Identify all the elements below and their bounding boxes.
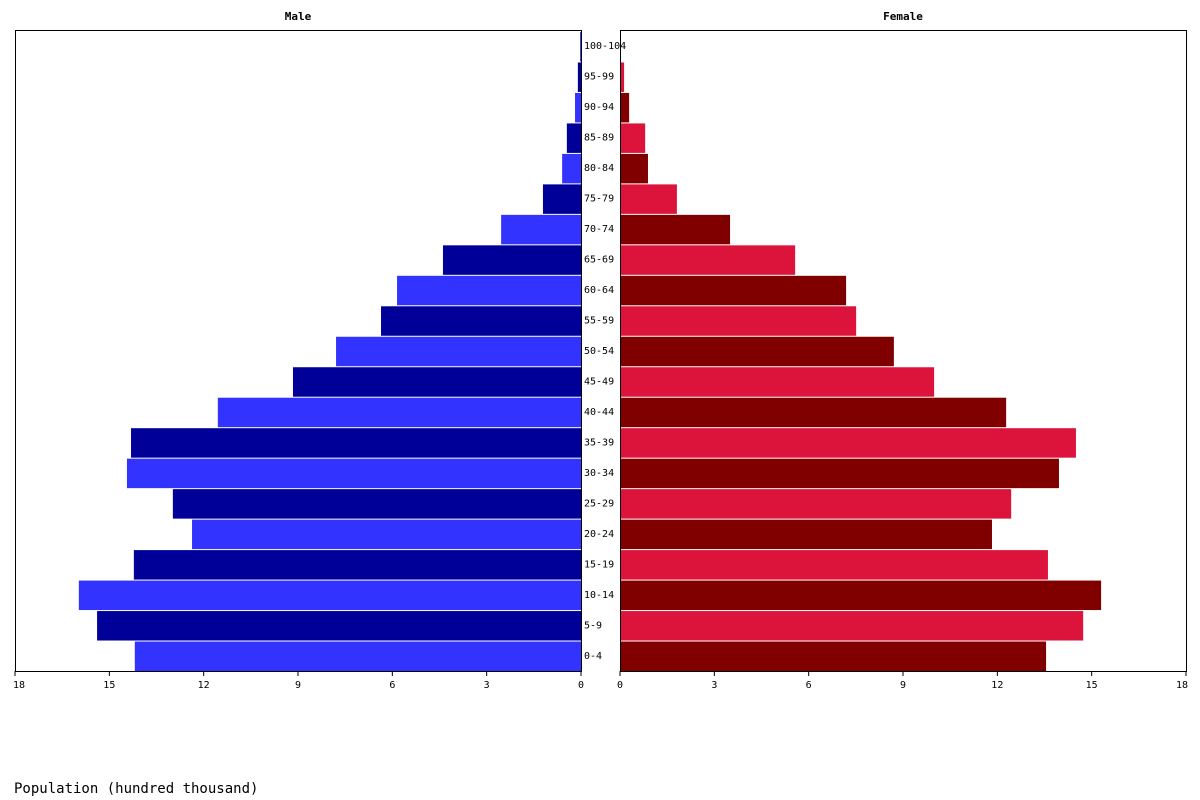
bar <box>620 153 648 184</box>
bar <box>131 428 581 458</box>
category-label: 20-24 <box>584 529 614 540</box>
bar <box>562 153 581 184</box>
bar <box>620 611 1084 641</box>
bar <box>381 306 581 336</box>
category-label: 35-39 <box>584 437 614 448</box>
x-tick-label: 15 <box>1086 680 1098 691</box>
category-label: 45-49 <box>584 376 614 387</box>
bar <box>620 580 1102 611</box>
bar <box>566 123 581 153</box>
category-label: 70-74 <box>584 224 614 235</box>
category-label: 100-104 <box>584 41 626 52</box>
bar <box>620 458 1059 489</box>
x-tick-label: 15 <box>103 680 115 691</box>
x-tick-label: 0 <box>578 680 584 691</box>
bar <box>575 92 581 123</box>
bar <box>620 367 935 397</box>
bar <box>78 580 582 611</box>
category-label: 60-64 <box>584 285 614 296</box>
bar <box>620 92 630 123</box>
bar <box>336 336 581 367</box>
category-label: 80-84 <box>584 163 614 174</box>
x-tick-label: 18 <box>13 680 25 691</box>
category-label: 15-19 <box>584 559 614 570</box>
x-tick-label: 6 <box>806 680 812 691</box>
bar <box>217 397 582 428</box>
x-tick-label: 3 <box>711 680 717 691</box>
x-tick-label: 3 <box>484 680 490 691</box>
bar <box>620 550 1048 580</box>
x-tick-label: 0 <box>617 680 623 691</box>
category-label: 75-79 <box>584 194 614 205</box>
bar <box>620 428 1076 458</box>
category-label: 0-4 <box>584 651 602 662</box>
category-label: 55-59 <box>584 316 614 327</box>
bar <box>620 62 625 92</box>
category-label: 5-9 <box>584 620 602 631</box>
bar <box>292 367 581 397</box>
x-axis-label: Population (hundred thousand) <box>14 781 258 797</box>
category-label: 95-99 <box>584 72 614 83</box>
bar <box>620 519 992 550</box>
x-tick-label: 6 <box>389 680 395 691</box>
x-tick-label: 18 <box>1176 680 1188 691</box>
category-label: 85-89 <box>584 133 614 144</box>
bar <box>133 550 582 580</box>
bar <box>397 275 581 306</box>
bar <box>542 184 581 214</box>
panel-title: Male <box>285 10 312 23</box>
bar <box>442 245 581 275</box>
bar <box>134 641 581 671</box>
x-tick-label: 12 <box>991 680 1003 691</box>
bar <box>620 275 847 306</box>
category-label: 65-69 <box>584 255 614 266</box>
category-label: 50-54 <box>584 346 614 357</box>
bar <box>620 489 1012 519</box>
bar <box>620 184 677 214</box>
bar <box>620 336 894 367</box>
bar <box>172 489 581 519</box>
category-label: 10-14 <box>584 590 614 601</box>
category-label: 25-29 <box>584 498 614 509</box>
bar <box>577 62 581 92</box>
x-tick-label: 12 <box>198 680 210 691</box>
category-label: 90-94 <box>584 102 614 113</box>
bar <box>501 214 581 245</box>
category-label: 40-44 <box>584 407 614 418</box>
category-label: 30-34 <box>584 468 614 479</box>
bar <box>620 123 646 153</box>
bar <box>126 458 581 489</box>
bar <box>620 641 1047 671</box>
bar <box>620 245 796 275</box>
x-tick-label: 9 <box>295 680 301 691</box>
bar <box>620 306 857 336</box>
panel-title: Female <box>883 10 923 23</box>
x-tick-label: 9 <box>900 680 906 691</box>
bar <box>620 214 731 245</box>
bar <box>97 611 581 641</box>
bar <box>192 519 581 550</box>
bar <box>580 32 581 62</box>
bar <box>620 397 1007 428</box>
